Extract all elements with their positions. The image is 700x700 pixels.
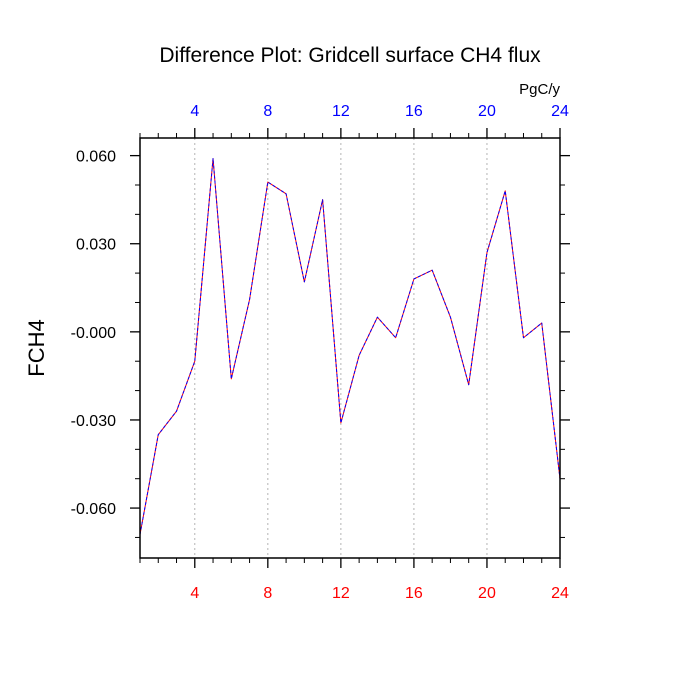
x-tick-label-bottom-4: 4 <box>190 585 199 602</box>
tick-labels: 4 8 12 16 20 24 4 8 12 16 20 24 0.060 0.030 -0.000 -0.0… <box>71 103 569 602</box>
x-tick-label-top-16: 16 <box>405 103 423 120</box>
y-tick-label-4: -0.060 <box>71 501 116 518</box>
x-tick-label-top-4: 4 <box>190 103 199 120</box>
chart-title: Difference Plot: Gridcell surface CH4 fl… <box>159 44 541 67</box>
y-tick-label-2: -0.000 <box>71 325 116 342</box>
x-tick-label-bottom-20: 20 <box>478 585 496 602</box>
units-label: PgC/y <box>519 81 560 98</box>
x-tick-label-top-24: 24 <box>551 103 569 120</box>
grid-lines <box>194 138 488 558</box>
x-tick-label-top-12: 12 <box>332 103 350 120</box>
y-tick-label-1: 0.030 <box>76 237 116 254</box>
x-tick-label-top-8: 8 <box>263 103 272 120</box>
x-tick-label-bottom-16: 16 <box>405 585 423 602</box>
plot-frame <box>139 137 561 559</box>
axis-ticks <box>130 128 570 568</box>
series-line-2 <box>139 158 561 535</box>
x-tick-label-bottom-24: 24 <box>551 585 569 602</box>
y-tick-label-3: -0.030 <box>71 413 116 430</box>
y-axis-label: FCH4 <box>24 319 49 376</box>
data-series <box>139 158 561 535</box>
x-tick-label-top-20: 20 <box>478 103 496 120</box>
x-tick-label-bottom-8: 8 <box>263 585 272 602</box>
x-tick-label-bottom-12: 12 <box>332 585 350 602</box>
y-tick-label-0: 0.060 <box>76 149 116 166</box>
